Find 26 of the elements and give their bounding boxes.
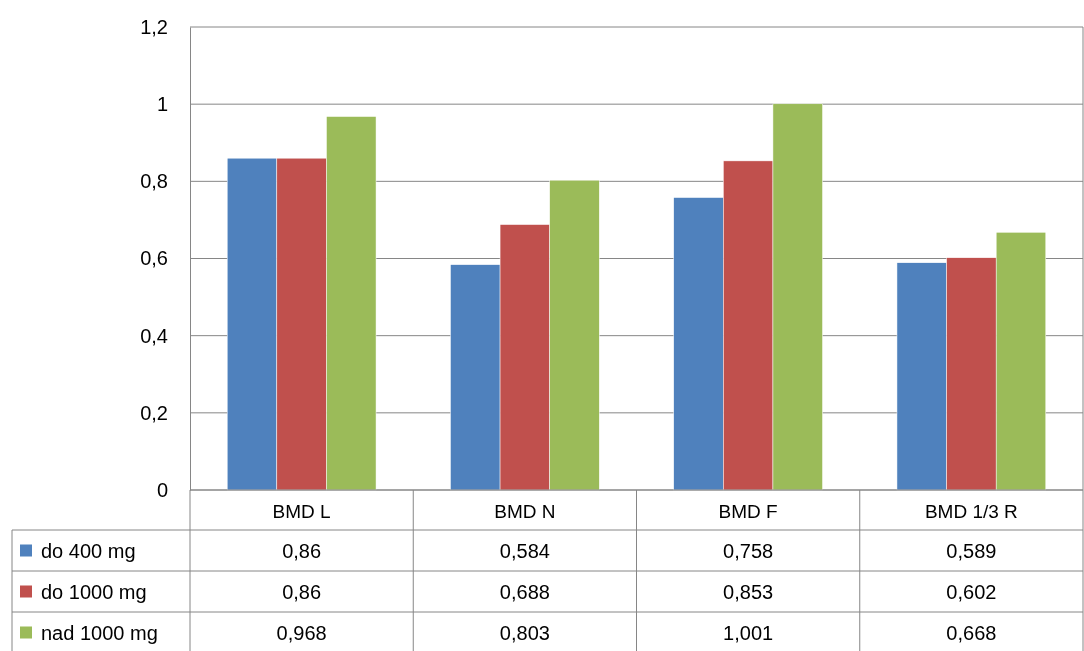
- x-tick-label: BMD L: [272, 501, 331, 522]
- data-label: 0,602: [946, 580, 997, 603]
- x-tick-label: BMD N: [494, 501, 556, 522]
- y-tick-label: 1,2: [140, 15, 168, 38]
- data-label: 0,688: [499, 580, 550, 603]
- legend-label: do 400 mg: [41, 539, 136, 562]
- x-tick-label: BMD F: [718, 501, 778, 522]
- data-label: 0,668: [946, 621, 997, 644]
- data-label: 0,853: [723, 580, 774, 603]
- legend-label: do 1000 mg: [41, 580, 147, 603]
- data-label: 0,758: [723, 539, 774, 562]
- data-label: 0,86: [282, 539, 322, 562]
- data-label: 1,001: [723, 621, 774, 644]
- y-tick-label: 1: [156, 93, 168, 116]
- y-tick-label: 0,4: [140, 324, 168, 347]
- data-label: 0,584: [499, 539, 550, 562]
- y-tick-label: 0,2: [140, 401, 168, 424]
- data-label: 0,589: [946, 539, 997, 562]
- data-label: 0,968: [276, 621, 327, 644]
- x-tick-label: BMD 1/3 R: [924, 501, 1018, 522]
- legend-label: nad 1000 mg: [41, 621, 158, 644]
- y-tick-label: 0,6: [140, 247, 168, 270]
- data-label: 0,86: [282, 580, 322, 603]
- data-label: 0,803: [499, 621, 550, 644]
- y-tick-label: 0,8: [140, 170, 168, 193]
- y-tick-label: 0: [156, 478, 168, 501]
